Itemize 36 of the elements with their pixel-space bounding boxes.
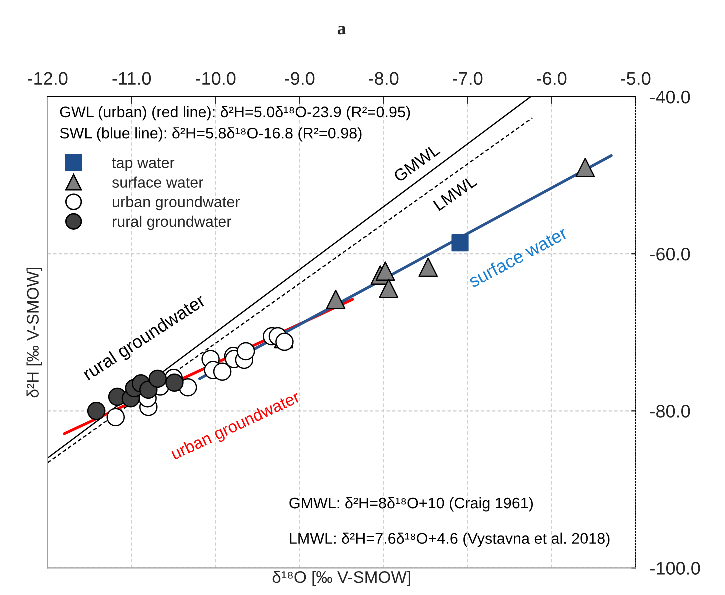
point	[379, 278, 399, 298]
point	[376, 262, 396, 282]
annotation: SWL (blue line): δ²H=5.8δ¹⁸O-16.8 (R²=0.98)	[60, 128, 362, 142]
x-axis-title: δ¹⁸O [‰ V-SMOW]	[272, 571, 410, 587]
legend-label: tap water	[112, 158, 175, 172]
point	[213, 362, 232, 382]
point	[452, 234, 469, 252]
y-tick-label: -40.0	[650, 90, 690, 104]
point	[326, 290, 346, 310]
point	[276, 332, 294, 352]
annotation: GMWL: δ²H=8δ¹⁸O+10 (Craig 1961)	[290, 497, 534, 512]
x-tick-label: -9.0	[285, 72, 315, 86]
point	[106, 408, 126, 427]
y-tick-label: -100.0	[650, 562, 700, 575]
x-tick-label: -6.0	[537, 72, 567, 86]
x-tick-label: -12.0	[28, 72, 68, 86]
point	[418, 258, 438, 278]
point	[148, 370, 168, 388]
x-tick-label: -5.0	[621, 72, 651, 86]
x-tick-label: -7.0	[453, 72, 483, 86]
point	[87, 402, 106, 420]
chart-title: a	[338, 26, 346, 35]
annotation: GWL (urban) (red line): δ²H=5.0δ¹⁸O-23.9 (R²=0.95)	[60, 106, 410, 121]
legend-label: urban groundwater	[113, 196, 240, 211]
legend-label: surface water	[112, 176, 204, 188]
y-tick-label: -60.0	[650, 248, 690, 261]
legend-label: rural groundwater	[113, 216, 232, 230]
y-tick-label: -80.0	[650, 405, 690, 418]
y-axis-title: δ²H [‰ V-SMOW]	[26, 268, 42, 398]
x-tick-label: -8.0	[369, 72, 399, 86]
point	[236, 342, 256, 361]
point	[576, 158, 596, 178]
x-tick-label: -10.0	[196, 72, 236, 86]
x-tick-label: -11.0	[112, 72, 152, 86]
point	[166, 374, 184, 392]
annotation: LMWL: δ²H=7.6δ¹⁸O+4.6 (Vystavna et al. 2018)	[290, 532, 610, 548]
